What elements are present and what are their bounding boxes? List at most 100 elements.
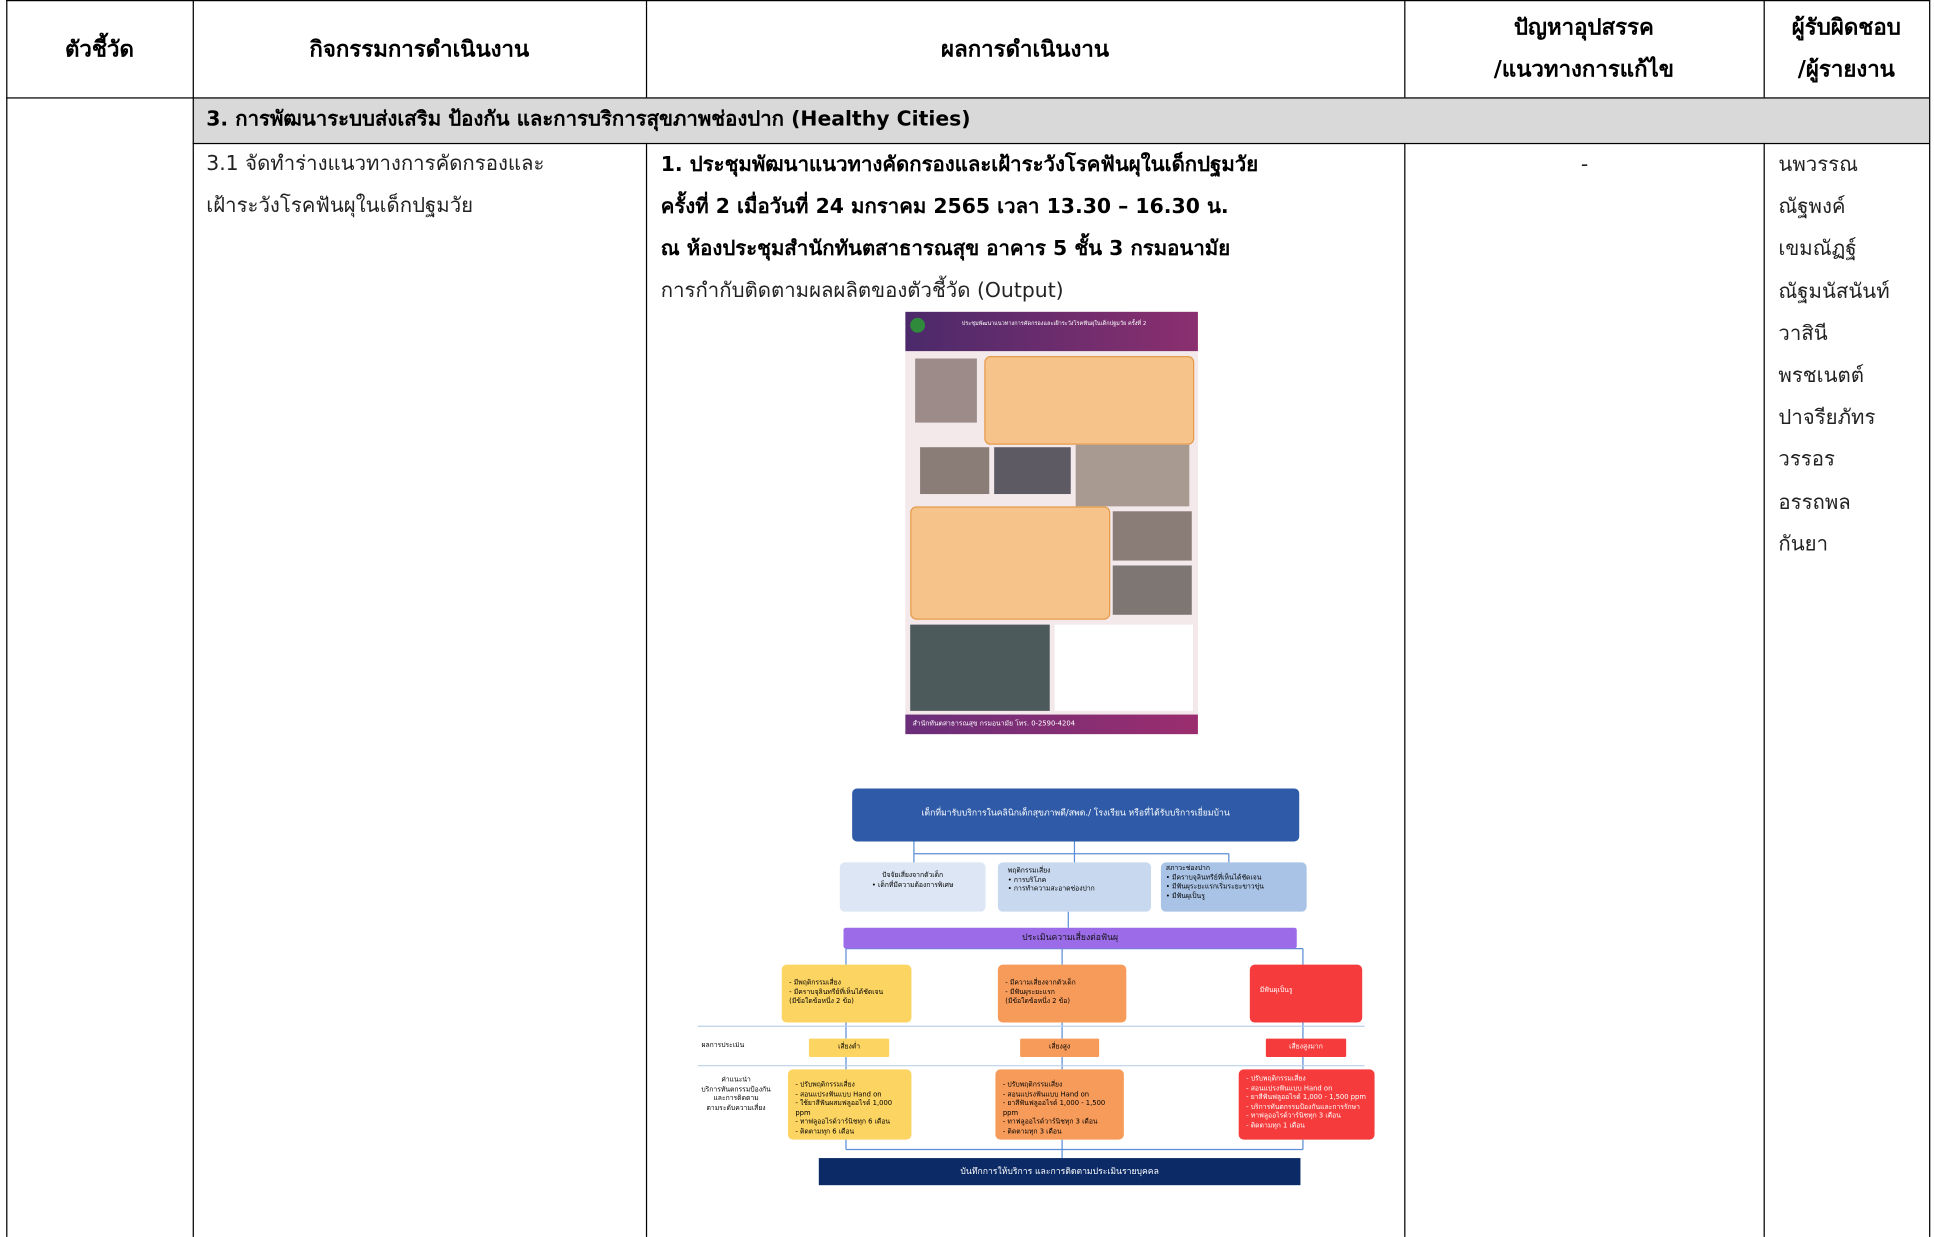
border xyxy=(645,142,648,1237)
results-heading: 1. ประชุมพัฒนาแนวทางคัดกรองและเฝ้าระวังโ… xyxy=(661,144,1258,270)
header-cell: ผลการดำเนินงาน xyxy=(941,36,1110,63)
text-line: นพวรรณ xyxy=(1778,152,1858,177)
text-line: - บริการทันตกรรมป้องกันและการรักษา xyxy=(1246,1103,1360,1111)
text-line: - ทาฟลูออไรด์วาร์นิชทุก 6 เดือน xyxy=(795,1118,891,1127)
text-line: - สอนแปรงฟันแบบ Hand on xyxy=(1002,1090,1090,1099)
text-panel xyxy=(984,356,1195,445)
text-line: (มีข้อใดข้อหนึ่ง 2 ข้อ) xyxy=(1005,997,1071,1006)
text-line: - ทาฟลูออไรด์วาร์นิชทุก 3 เดือน xyxy=(1002,1118,1098,1127)
text-line: และการติดตาม xyxy=(713,1095,759,1103)
flow-node: สภาวะช่องปาก • มีคราบจุลินทรีย์ที่เห็นได้… xyxy=(1160,862,1307,912)
poster-footer: สำนักทันตสาธารณสุข กรมอนามัย โทร. 0-2590… xyxy=(912,720,1076,729)
text-line: ตามระดับความเสี่ยง xyxy=(706,1104,766,1112)
photo xyxy=(1112,511,1192,561)
text-line: พรชเนตต์ xyxy=(1778,363,1864,387)
header-cell: กิจกรรมการดำเนินงาน xyxy=(309,36,530,63)
text-line: เขมณัฏฐ์ xyxy=(1778,237,1857,261)
flow-node: - ปรับพฤติกรรมเสี่ยง - สอนแปรงฟันแบบ Hand… xyxy=(787,1069,912,1140)
text-line: ปัญหาอุปสรรค xyxy=(1513,14,1654,41)
flow-node: เด็กที่มารับบริการในคลินิกเด็กสุขภาพดี/ส… xyxy=(852,788,1300,842)
flow-node: - มีความเสี่ยงจากตัวเด็ก - มีฟันผุระยะแรก… xyxy=(997,964,1127,1023)
text-line: คำแนะนำ xyxy=(721,1076,751,1085)
text-line: ณ ห้องประชุมสำนักทันตสาธารณสุข อาคาร 5 ช… xyxy=(660,237,1231,261)
poster-header xyxy=(905,311,1198,352)
flow-node: บันทึกการให้บริการ และการติดตามประเมินรา… xyxy=(818,1158,1301,1186)
mini-flowchart xyxy=(1054,624,1194,711)
flow-node: - มีพฤติกรรมเสี่ยง - มีคราบจุลินทรีย์ที่เ… xyxy=(781,964,912,1023)
problems: - xyxy=(1580,152,1589,177)
text-line: • มีฟันผุระยะแรกเริ่มระยะขาวขุ่น xyxy=(1165,883,1264,891)
border xyxy=(192,142,1930,145)
photo xyxy=(920,447,990,495)
photo xyxy=(910,624,1050,711)
border xyxy=(1929,0,1931,1237)
border xyxy=(1404,0,1406,98)
text-line: - มีฟันผุระยะแรก xyxy=(1005,988,1055,997)
border xyxy=(6,0,1930,2)
header-cell: ตัวชี้วัด xyxy=(64,36,134,63)
text-line: - ยาสีฟันฟลูออไรด์ 1,000 - 1,500 ppm xyxy=(1002,1100,1106,1117)
text-line: อรรถพล xyxy=(1778,489,1851,514)
text-line: สภาวะช่องปาก xyxy=(1165,864,1210,873)
border xyxy=(6,0,8,1237)
text-line: - มีพฤติกรรมเสี่ยง xyxy=(789,979,841,987)
border xyxy=(6,97,1930,99)
border xyxy=(1404,142,1406,1237)
text-line: - ติดตามทุก 6 เดือน xyxy=(795,1127,855,1136)
flow-label: คำแนะนำ บริการทันตกรรมป้องกัน และการติดตาม… xyxy=(692,1077,781,1126)
header-cell: ปัญหาอุปสรรค/แนวทางการแก้ไข xyxy=(1404,7,1763,91)
results-subheading: การกำกับติดตามผลผลิตของตัวชี้วัด (Output… xyxy=(660,278,1064,302)
flow-node: เสี่ยงสูง xyxy=(1020,1038,1100,1058)
text-line: ปาจรียภัทร xyxy=(1778,405,1876,430)
text-line: - สอนแปรงฟันแบบ Hand on xyxy=(795,1090,882,1099)
text-line: /แนวทางการแก้ไข xyxy=(1493,56,1674,83)
flow-label: ผลการประเมิน xyxy=(701,1042,745,1050)
text-line: - สอนแปรงฟันแบบ Hand on xyxy=(1246,1084,1333,1093)
text-line: ณัฐพงค์ xyxy=(1778,194,1846,219)
text-line: - ปรับพฤติกรรมเสี่ยง xyxy=(1246,1075,1306,1083)
text-line: • เด็กที่มีความต้องการพิเศษ xyxy=(871,881,954,889)
text-line: • มีคราบจุลินทรีย์ที่เห็นได้ชัดเจน xyxy=(1165,874,1262,882)
text-line: 1. ประชุมพัฒนาแนวทางคัดกรองและเฝ้าระวังโ… xyxy=(660,152,1259,177)
flow-node: เสี่ยงสูงมาก xyxy=(1265,1038,1347,1058)
text-line: ณัฐมนัสนันท์ xyxy=(1778,279,1890,303)
text-line: กันยา xyxy=(1778,532,1829,556)
logo xyxy=(910,317,926,333)
border xyxy=(1763,0,1765,98)
photo xyxy=(1112,565,1192,615)
header-cell: ผู้รับผิดชอบ/ผู้รายงาน xyxy=(1764,7,1929,91)
border xyxy=(1763,142,1765,1237)
text-line: - ยาสีฟันฟลูออไรด์ 1,000 - 1,500 ppm xyxy=(1246,1094,1366,1102)
text-line: • การบริโภค xyxy=(1007,876,1047,884)
text-line: ครั้งที่ 2 เมื่อวันที่ 24 มกราคม 2565 เว… xyxy=(660,194,1229,219)
text-line: ปัจจัยเสี่ยงจากตัวเด็ก xyxy=(882,872,944,880)
flow-node: พฤติกรรมเสี่ยง • การบริโภค • การทำความสะอา… xyxy=(997,862,1152,912)
text-line: - ทาฟลูออไรด์วาร์นิชทุก 3 เดือน xyxy=(1246,1112,1341,1120)
text-line: - ติดตามทุก 1 เดือน xyxy=(1246,1121,1305,1130)
poster-title: ประชุมพัฒนาแนวทางการคัดกรองและเฝ้าระวังโ… xyxy=(961,321,1147,328)
text-line: • การทำความสะอาดช่องปาก xyxy=(1007,885,1095,894)
text-line: - มีความเสี่ยงจากตัวเด็ก xyxy=(1005,979,1076,987)
text-line: - ปรับพฤติกรรมเสี่ยง xyxy=(795,1081,855,1090)
activity: 3.1 จัดทำร่างแนวทางการคัดกรองและ เฝ้าระวั… xyxy=(206,143,544,227)
text-line: ผู้รับผิดชอบ xyxy=(1791,14,1901,41)
border xyxy=(645,0,648,98)
border xyxy=(192,0,194,1237)
flow-node: ปัจจัยเสี่ยงจากตัวเด็ก • เด็กที่มีความต้อ… xyxy=(839,862,986,912)
responsible-list: นพวรรณณัฐพงค์เขมณัฏฐ์ณัฐมนัสนันท์วาสินีพ… xyxy=(1778,144,1889,565)
text-line: บริการทันตกรรมป้องกัน xyxy=(701,1086,771,1094)
flow-node: - ปรับพฤติกรรมเสี่ยง - สอนแปรงฟันแบบ Hand… xyxy=(995,1069,1124,1140)
text-line: มีฟันผุเป็นรู xyxy=(1259,986,1293,995)
text-line: พฤติกรรมเสี่ยง xyxy=(1007,867,1051,875)
poster-footer-bg xyxy=(905,714,1198,735)
text-line: - มีคราบจุลินทรีย์ที่เห็นได้ชัดเจน xyxy=(789,988,884,997)
flow-node: ประเมินความเสี่ยงต่อฟันผุ xyxy=(843,927,1297,949)
text-line: - ติดตามทุก 3 เดือน xyxy=(1002,1127,1062,1136)
section-bg xyxy=(192,97,1930,143)
section-title: 3. การพัฒนาระบบส่งเสริม ป้องกัน และการบร… xyxy=(206,107,971,131)
text-line: วาสินี xyxy=(1778,321,1828,345)
text-line: • มีฟันผุเป็นรู xyxy=(1165,892,1205,900)
text-line: - ใช้ยาสีฟันผสมฟลูออไรด์ 1,000 ppm xyxy=(795,1100,893,1117)
text-line: (มีข้อใดข้อหนึ่ง 2 ข้อ) xyxy=(789,997,854,1006)
